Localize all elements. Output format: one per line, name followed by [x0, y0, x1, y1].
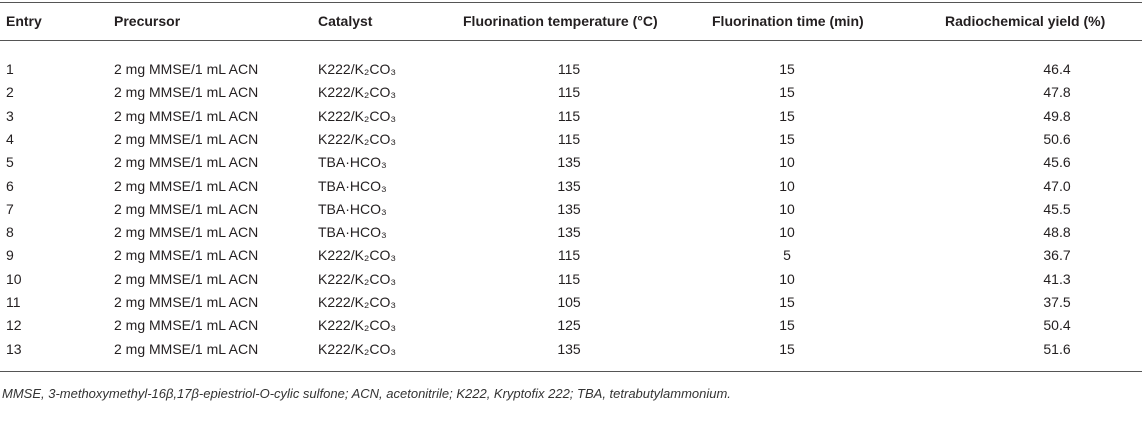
- table-cell: 2 mg MMSE/1 mL ACN: [114, 340, 259, 357]
- table-cell: 48.8: [1043, 224, 1071, 241]
- table-cell: 10: [779, 224, 795, 241]
- table-cell: K222/K₂CO₃: [318, 247, 397, 264]
- table-cell: 2 mg MMSE/1 mL ACN: [114, 61, 259, 77]
- table-cell: 47.8: [1043, 84, 1071, 101]
- table-cell: 115: [557, 130, 581, 147]
- table-cell: 8: [6, 224, 14, 241]
- table-cell: TBA·HCO₃: [318, 200, 387, 217]
- table-cell: K222/K₂CO₃: [318, 317, 397, 334]
- table-cell: 11: [6, 294, 21, 310]
- table-cell: 115: [557, 270, 581, 287]
- table-cell: 115: [557, 247, 581, 264]
- table-cell: 13: [6, 340, 22, 357]
- table-cell: 4: [6, 130, 14, 147]
- table-cell: K222/K₂CO₃: [318, 270, 397, 287]
- table-cell: 15: [779, 130, 795, 147]
- table-cell: 2 mg MMSE/1 mL ACN: [114, 247, 259, 264]
- column-header: Fluorination time (min): [712, 13, 864, 29]
- table-cell: 10: [6, 270, 22, 287]
- table-cell: 36.7: [1043, 247, 1071, 264]
- table-cell: 6: [6, 177, 14, 194]
- table-cell: 15: [779, 294, 795, 310]
- table-cell: 45.5: [1043, 200, 1071, 217]
- table-cell: 47.0: [1043, 177, 1071, 194]
- table-cell: 10: [779, 177, 795, 194]
- table-cell: 2 mg MMSE/1 mL ACN: [114, 107, 259, 124]
- table-cell: 5: [783, 247, 791, 264]
- table-cell: K222/K₂CO₃: [318, 294, 397, 310]
- table-cell: 2 mg MMSE/1 mL ACN: [114, 130, 259, 147]
- table-cell: 15: [779, 107, 795, 124]
- table-cell: 2: [6, 84, 14, 101]
- table-cell: 50.6: [1043, 130, 1071, 147]
- bottom-rule: [0, 371, 1142, 372]
- table-cell: 41.3: [1043, 270, 1071, 287]
- column-header: Fluorination temperature (°C): [463, 13, 658, 29]
- table-cell: TBA·HCO₃: [318, 154, 387, 171]
- table-cell: 2 mg MMSE/1 mL ACN: [114, 154, 259, 171]
- table-cell: 2 mg MMSE/1 mL ACN: [114, 317, 259, 334]
- column-header: Radiochemical yield (%): [945, 13, 1106, 29]
- column-header: Precursor: [114, 13, 181, 29]
- table-cell: 105: [557, 294, 581, 310]
- table-cell: 50.4: [1043, 317, 1071, 334]
- table-cell: TBA·HCO₃: [318, 177, 387, 194]
- table-cell: 15: [779, 340, 795, 357]
- top-rule: [0, 2, 1142, 3]
- table-cell: 2 mg MMSE/1 mL ACN: [114, 200, 259, 217]
- table-cell: 135: [557, 340, 581, 357]
- column-header: Catalyst: [318, 13, 373, 29]
- table-cell: 115: [557, 61, 581, 77]
- table-cell: K222/K₂CO₃: [318, 340, 397, 357]
- table-cell: 10: [779, 270, 795, 287]
- table-cell: 115: [557, 84, 581, 101]
- table-cell: 15: [779, 61, 795, 77]
- table-cell: 115: [557, 107, 581, 124]
- table-cell: 2 mg MMSE/1 mL ACN: [114, 270, 259, 287]
- table-cell: 135: [557, 200, 581, 217]
- table-cell: 46.4: [1043, 61, 1071, 77]
- table-cell: 135: [557, 224, 581, 241]
- table-cell: 125: [557, 317, 581, 334]
- footnote: MMSE, 3-methoxymethyl-16β,17β-epiestriol…: [2, 386, 731, 401]
- table-cell: 5: [6, 154, 14, 171]
- table-cell: K222/K₂CO₃: [318, 61, 397, 77]
- table-cell: 2 mg MMSE/1 mL ACN: [114, 177, 259, 194]
- table-cell: 45.6: [1043, 154, 1071, 171]
- table-cell: 12: [6, 317, 22, 334]
- table-cell: 15: [779, 84, 795, 101]
- table-cell: 2 mg MMSE/1 mL ACN: [114, 224, 259, 241]
- table-cell: 10: [779, 200, 795, 217]
- table-cell: 135: [557, 154, 581, 171]
- table-cell: 15: [779, 317, 795, 334]
- table-cell: K222/K₂CO₃: [318, 130, 397, 147]
- table-cell: 2 mg MMSE/1 mL ACN: [114, 294, 259, 310]
- table-cell: 1: [6, 61, 14, 77]
- table-cell: K222/K₂CO₃: [318, 84, 397, 101]
- table-cell: 51.6: [1043, 340, 1071, 357]
- table-cell: 3: [6, 107, 14, 124]
- table-cell: 37.5: [1043, 294, 1071, 310]
- table-cell: 9: [6, 247, 14, 264]
- table-cell: 49.8: [1043, 107, 1071, 124]
- table-cell: TBA·HCO₃: [318, 224, 387, 241]
- table-cell: 10: [779, 154, 795, 171]
- table-cell: K222/K₂CO₃: [318, 107, 397, 124]
- table-cell: 2 mg MMSE/1 mL ACN: [114, 84, 259, 101]
- header-rule: [0, 40, 1142, 41]
- table-cell: 135: [557, 177, 581, 194]
- column-header: Entry: [6, 13, 42, 29]
- table-cell: 7: [6, 200, 14, 217]
